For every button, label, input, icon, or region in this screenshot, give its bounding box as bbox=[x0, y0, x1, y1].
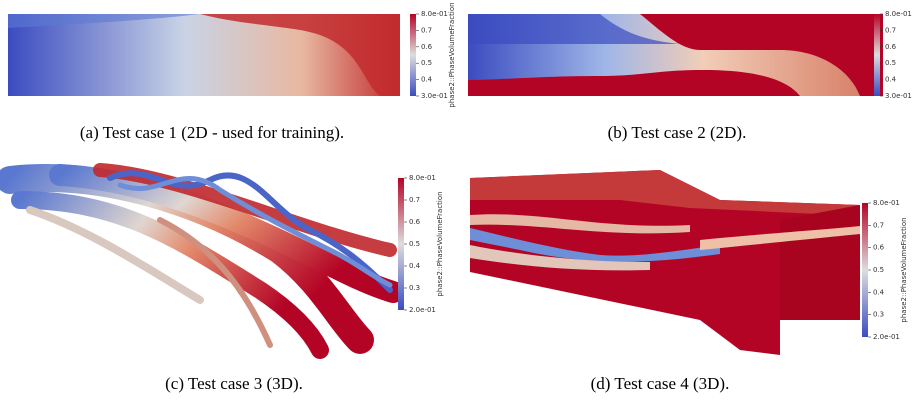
colorbar-tick-label: 0.6 bbox=[409, 218, 421, 226]
panel-a-image bbox=[8, 14, 400, 96]
figure: (a) Test case 1 (2D - used for training)… bbox=[0, 0, 912, 401]
caption: (d) Test case 4 (3D). bbox=[591, 374, 730, 393]
colorbar-tick-label: 0.6 bbox=[885, 43, 897, 51]
colorbar-tick-label: 8.0e-01 bbox=[873, 199, 900, 207]
colorbar bbox=[398, 178, 404, 310]
colorbar-title: phase2::PhaseVolumeFraction bbox=[448, 2, 456, 107]
colorbar-tick-label: 8.0e-01 bbox=[421, 10, 448, 18]
colorbar-tick-label: 2.0e-01 bbox=[873, 333, 900, 341]
caption: (a) Test case 1 (2D - used for training)… bbox=[80, 123, 344, 142]
colorbar-tick-label: 0.5 bbox=[421, 59, 432, 67]
colorbar-tick-label: 0.6 bbox=[421, 43, 433, 51]
colorbar bbox=[410, 14, 416, 96]
colorbar-tick-label: 0.5 bbox=[409, 240, 420, 248]
colorbar-tick-label: 0.7 bbox=[409, 196, 420, 204]
colorbar-tick-label: 0.5 bbox=[885, 59, 896, 67]
panel-b-image bbox=[468, 14, 883, 96]
colorbar-tick-label: 8.0e-01 bbox=[885, 10, 912, 18]
colorbar-tick-label: 0.3 bbox=[873, 311, 884, 319]
panel-d-image bbox=[470, 170, 860, 355]
panel-c-image bbox=[10, 170, 393, 350]
colorbar-tick-label: 0.7 bbox=[873, 221, 884, 229]
colorbar-tick-label: 8.0e-01 bbox=[409, 174, 436, 182]
colorbar-tick-label: 3.0e-01 bbox=[421, 92, 448, 100]
colorbar bbox=[874, 14, 880, 96]
colorbar-tick-label: 0.3 bbox=[409, 284, 420, 292]
colorbar bbox=[862, 203, 868, 337]
colorbar-tick-label: 2.0e-01 bbox=[409, 306, 436, 314]
colorbar-title: phase2::PhaseVolumeFraction bbox=[436, 191, 444, 296]
caption: (c) Test case 3 (3D). bbox=[165, 374, 303, 393]
colorbar-tick-label: 0.7 bbox=[885, 26, 896, 34]
colorbar-tick-label: 0.4 bbox=[873, 288, 885, 296]
colorbar-tick-label: 3.0e-01 bbox=[885, 92, 912, 100]
colorbar-tick-label: 0.7 bbox=[421, 26, 432, 34]
colorbar-tick-label: 0.4 bbox=[421, 76, 433, 84]
colorbar-title: phase2::PhaseVolumeFraction bbox=[900, 217, 908, 322]
colorbar-tick-label: 0.6 bbox=[873, 244, 885, 252]
colorbar-tick-label: 0.4 bbox=[885, 76, 897, 84]
caption: (b) Test case 2 (2D). bbox=[608, 123, 747, 142]
colorbar-tick-label: 0.5 bbox=[873, 266, 884, 274]
colorbar-tick-label: 0.4 bbox=[409, 262, 421, 270]
